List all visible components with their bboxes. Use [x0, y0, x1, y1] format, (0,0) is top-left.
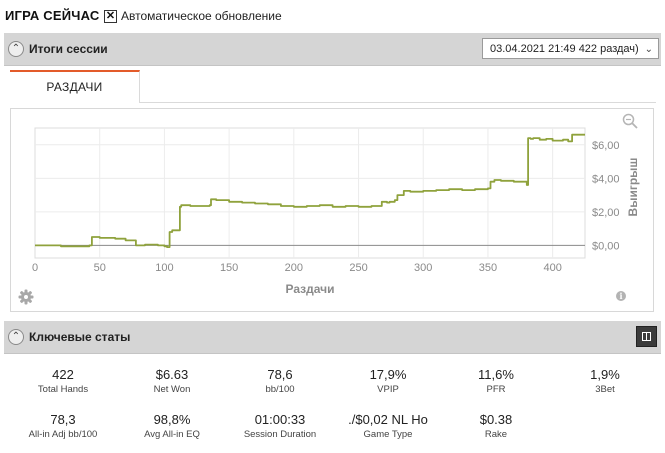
info-icon[interactable]: i — [616, 291, 626, 301]
tab-hands[interactable]: РАЗДАЧИ — [10, 70, 140, 103]
stat-net-won: $6.63 Net Won — [117, 367, 227, 395]
x-tick-label: 150 — [220, 262, 238, 274]
session-summary-title: Итоги сессии — [29, 42, 108, 56]
stat-value: 17,9% — [369, 367, 407, 382]
auto-update-checkbox[interactable]: ✕ — [104, 10, 117, 23]
stat-label: VPIP — [377, 384, 399, 395]
stat-3bet: 1,9% 3Bet — [550, 367, 660, 395]
stat-value: $6.63 — [155, 367, 189, 382]
y-tick-label: $0,00 — [592, 240, 620, 252]
stat-label: Avg All-in EQ — [144, 429, 200, 440]
auto-update-label[interactable]: Автоматическое обновление — [121, 9, 282, 23]
stat-game-type: ./$0,02 NL Ho Game Type — [333, 412, 443, 440]
stat-label: Session Duration — [243, 429, 317, 440]
stat-value: 1,9% — [590, 367, 620, 382]
stat-allin-adj-bb100: 78,3 All-in Adj bb/100 — [8, 412, 118, 440]
x-tick-label: 0 — [32, 262, 38, 274]
session-summary-header: ⌃ Итоги сессии 03.04.2021 21:49 422 разд… — [4, 33, 661, 66]
stat-label: 3Bet — [595, 384, 615, 395]
chart-panel — [10, 108, 654, 312]
stat-value: $0.38 — [479, 412, 513, 427]
stat-session-duration: 01:00:33 Session Duration — [225, 412, 335, 440]
collapse-icon[interactable]: ⌃ — [8, 329, 24, 345]
x-axis-label: Раздачи — [286, 282, 335, 296]
tab-divider — [140, 102, 656, 103]
stat-label: bb/100 — [265, 384, 295, 395]
x-tick-label: 400 — [543, 262, 561, 274]
stat-value: 11,6% — [478, 367, 514, 382]
stat-value: 98,8% — [153, 412, 191, 427]
stat-value: ./$0,02 NL Ho — [348, 412, 428, 427]
x-tick-label: 350 — [479, 262, 497, 274]
layout-toggle-icon[interactable] — [636, 326, 657, 347]
key-stats-header: ⌃ Ключевые статы — [4, 321, 661, 354]
stat-label: Total Hands — [37, 384, 89, 395]
y-axis-label: Выигрыш — [626, 158, 640, 217]
x-tick-label: 100 — [155, 262, 173, 274]
key-stats-title: Ключевые статы — [29, 330, 131, 344]
gear-icon[interactable] — [18, 289, 34, 305]
stat-pfr: 11,6% PFR — [441, 367, 551, 395]
stat-vpip: 17,9% VPIP — [333, 367, 443, 395]
stat-bb-100: 78,6 bb/100 — [225, 367, 335, 395]
stat-value: 78,3 — [50, 412, 76, 427]
stat-value: 01:00:33 — [254, 412, 306, 427]
plot-area — [34, 127, 586, 259]
stat-label: PFR — [486, 384, 506, 395]
x-tick-label: 200 — [285, 262, 303, 274]
stat-total-hands: 422 Total Hands — [8, 367, 118, 395]
zoom-icon[interactable] — [622, 113, 638, 129]
y-tick-label: $6,00 — [592, 140, 620, 152]
stat-value: 422 — [52, 367, 74, 382]
stat-value: 78,6 — [267, 367, 293, 382]
top-bar: ИГРА СЕЙЧАС ✕ Автоматическое обновление — [0, 0, 665, 32]
x-tick-label: 300 — [414, 262, 432, 274]
tab-hands-label: РАЗДАЧИ — [46, 80, 103, 94]
y-tick-label: $2,00 — [592, 207, 620, 219]
chevron-down-icon: ⌄ — [644, 44, 653, 55]
y-tick-label: $4,00 — [592, 173, 620, 185]
stat-avg-allin-eq: 98,8% Avg All-in EQ — [117, 412, 227, 440]
x-tick-label: 50 — [94, 262, 106, 274]
stat-label: Net Won — [153, 384, 191, 395]
page-title: ИГРА СЕЙЧАС — [5, 8, 100, 23]
stat-label: Rake — [484, 429, 508, 440]
stat-rake: $0.38 Rake — [441, 412, 551, 440]
x-tick-label: 250 — [349, 262, 367, 274]
session-select[interactable]: 03.04.2021 21:49 422 раздач) ⌄ — [482, 38, 659, 59]
stat-label: Game Type — [363, 429, 413, 440]
collapse-icon[interactable]: ⌃ — [8, 41, 24, 57]
session-select-value: 03.04.2021 21:49 422 раздач) — [490, 43, 639, 55]
winnings-series-line — [35, 133, 585, 248]
stat-label: All-in Adj bb/100 — [28, 429, 98, 440]
